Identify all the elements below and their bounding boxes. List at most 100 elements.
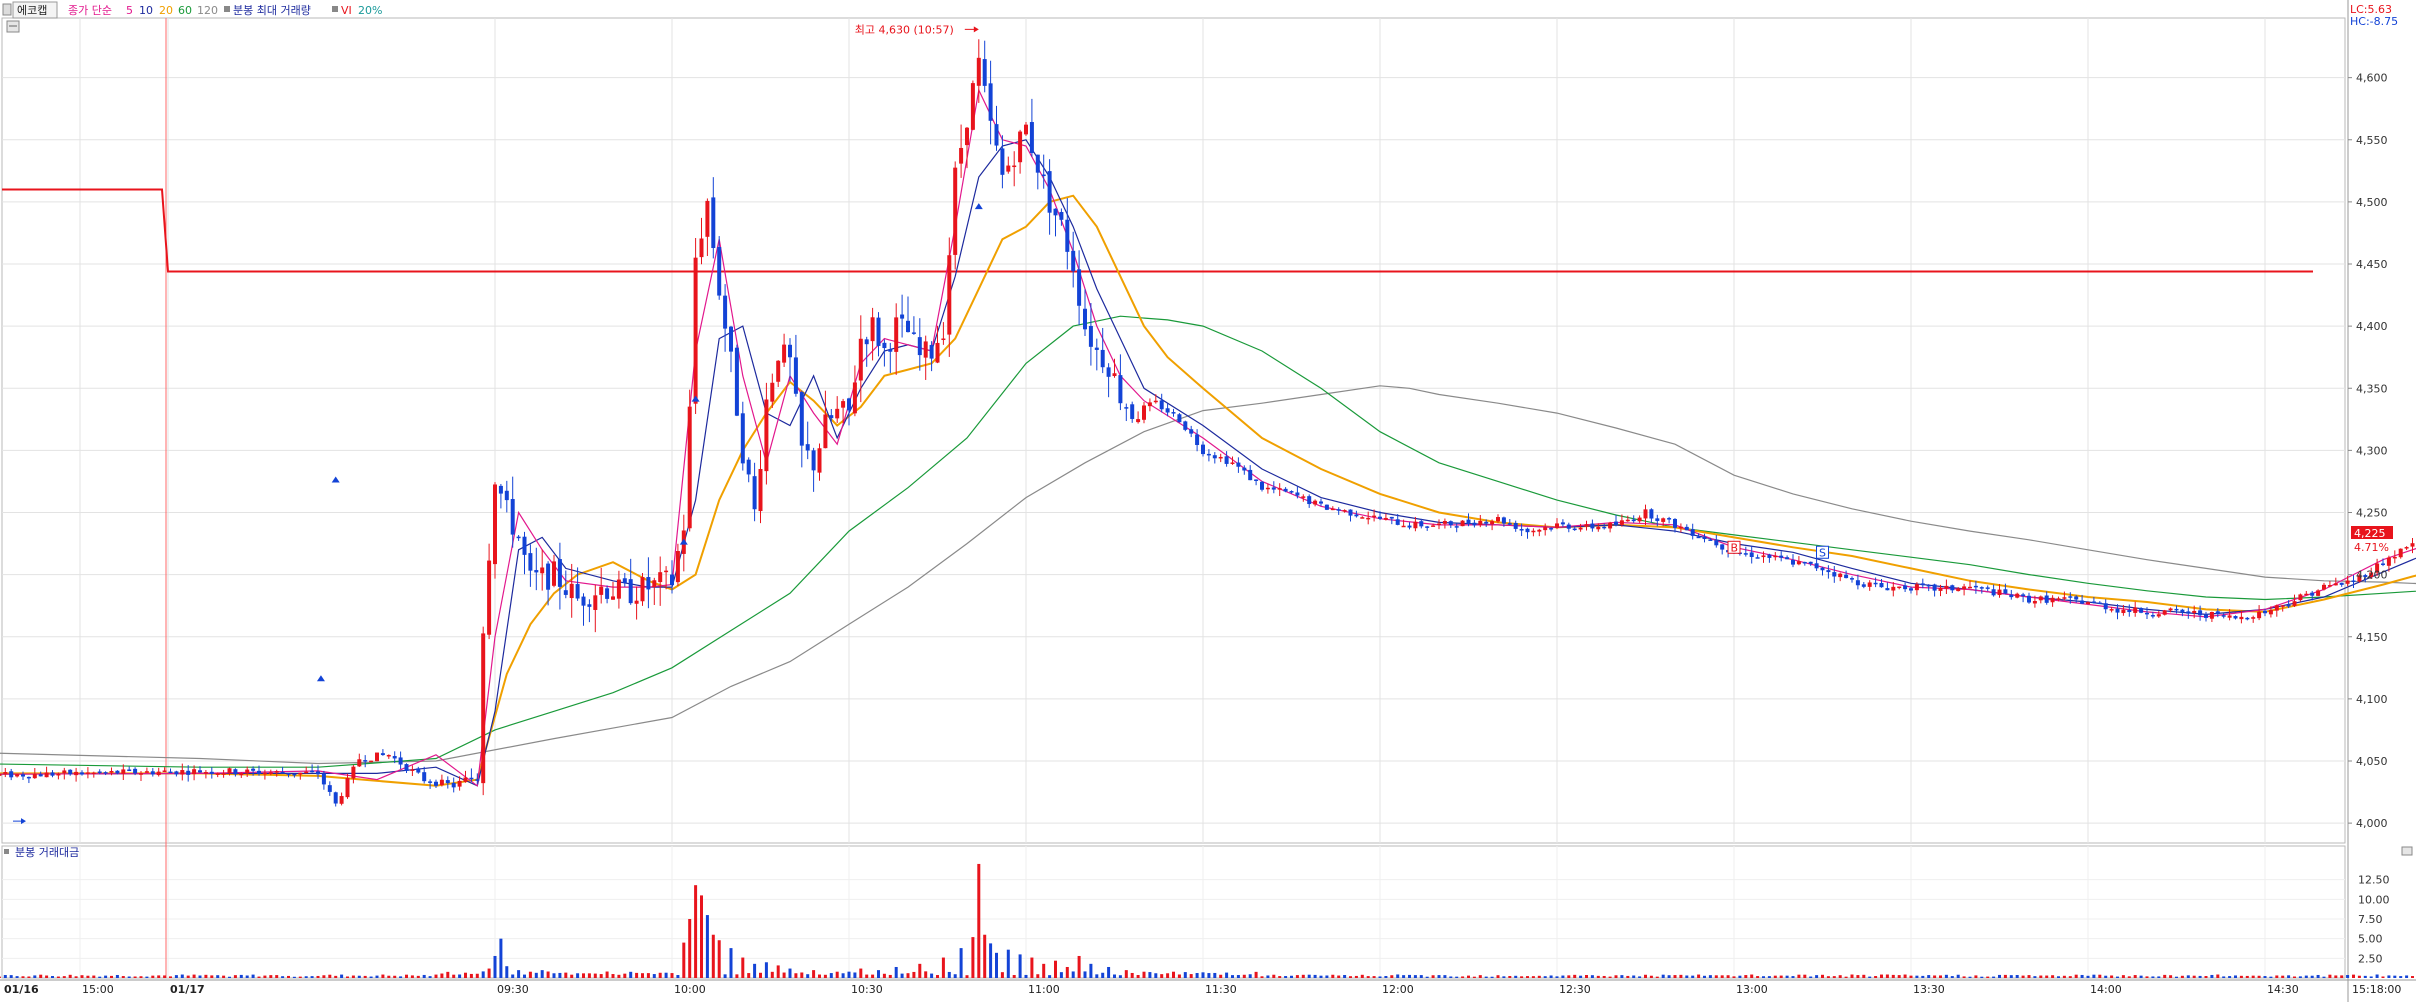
candle-body [575,584,580,599]
candle-body [982,59,987,86]
candle-body [245,769,250,774]
candle-body [21,774,25,777]
volume-bar [1343,975,1347,978]
volume-bar [1826,976,1830,978]
volume-bar [405,974,408,978]
candle-body [1690,529,1695,536]
candle-body [1024,124,1028,135]
candle-body [1761,555,1766,558]
candle-body [2381,563,2385,565]
volume-bar [1638,976,1642,978]
candle-body [2192,610,2197,613]
candle-body [203,772,208,774]
volume-bar [1974,975,1978,978]
volume-bar [1767,976,1771,978]
volume-bar [2222,976,2226,978]
candle-body [1855,580,1860,586]
candle-body [546,563,551,590]
candle-body [2345,580,2350,584]
volume-bar [1272,974,1276,978]
grid-layer [2,18,2345,978]
volume-bar [2015,975,2019,978]
candle-body [1590,523,1595,529]
candle-body [1938,587,1943,591]
volume-bar [1815,975,1819,978]
volume-bar [1649,975,1653,978]
signal-arrow-icon [331,476,340,483]
volume-bar [275,975,279,978]
candle-body [0,773,2,776]
candle-body [410,769,415,771]
volume-bar [2145,976,2149,978]
candle-body [392,756,397,759]
volume-bar [115,974,119,978]
candle-body [569,583,574,599]
volume-bar [2186,975,2190,978]
candle-body [900,314,905,319]
candle-body [2333,583,2338,586]
menu-toggle-icon[interactable] [2,3,12,16]
candle-body [1100,349,1105,368]
candle-body [280,772,285,774]
signal-arrow-icon [691,395,700,402]
candle-body [2150,615,2155,617]
candle-body [1466,519,1471,524]
candle-body [1614,521,1618,526]
time-tick-label: 12:00 [1382,983,1414,996]
volume-bar [1325,975,1329,978]
candle-body [1991,589,1996,596]
volume-bar [1956,974,1960,978]
candle-body [1985,587,1990,589]
volume-bar [2239,975,2243,978]
volume-bar [2021,975,2025,978]
candle-body [416,768,421,773]
volume-bar [62,976,66,978]
price-tick-label: 4,300 [2356,444,2388,457]
volume-bar [2204,976,2208,978]
volume-bar [1691,975,1695,978]
candle-body [333,792,338,804]
candle-body [1047,171,1052,213]
volume-bar [464,972,467,978]
volume-bar [759,972,762,978]
signal-arrow-icon [974,203,983,210]
signal-arrow-icon [679,538,688,545]
candle-body [1236,462,1241,467]
volume-bar [2411,976,2414,978]
candle-body [970,83,975,130]
time-tick-label: 11:30 [1205,983,1237,996]
stock-name-box[interactable] [12,1,58,19]
candle-body [1702,536,1707,540]
candle-body [752,476,757,510]
volume-bar [80,975,84,978]
candle-body [1372,515,1377,518]
candle-body [723,295,728,329]
volume-bar [670,973,674,978]
volume-bar [1921,975,1925,978]
candle-body [1920,583,1925,586]
high-annotation-label: 최고 4,630 (10:57) [855,23,954,36]
volume-bar [1762,976,1765,978]
candle-body [693,257,698,404]
candle-body [1378,516,1382,519]
volume-panel-collapse-icon[interactable] [2401,846,2413,856]
volume-bar [1030,957,1034,978]
candle-body [1083,308,1087,330]
volume-bar [1278,976,1282,978]
volume-bar [906,973,910,978]
candle-body [1826,570,1831,573]
price-tick-label: 4,050 [2356,755,2388,768]
volume-bar [1998,974,2001,978]
candle-body [581,596,586,606]
volume-bar [139,976,143,978]
volume-bar [133,976,137,978]
volume-bar [1437,975,1441,978]
volume-bar [2393,975,2397,978]
candle-body [2156,614,2161,617]
candle-body [1684,526,1689,531]
candle-body [1779,555,1784,558]
volume-bar [1585,975,1588,978]
candle-body [729,326,733,352]
candle-body [764,399,769,472]
time-tick-label: 10:00 [674,983,706,996]
